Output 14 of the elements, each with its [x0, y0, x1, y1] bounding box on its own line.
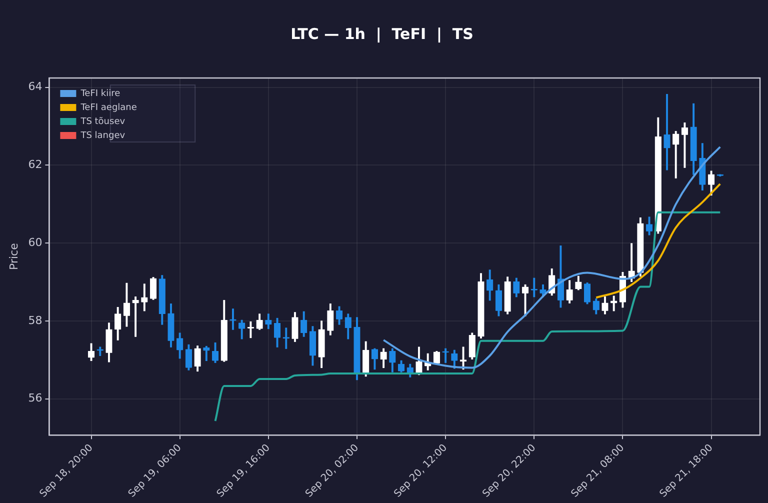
y-tick-label: 60: [28, 236, 42, 249]
candlestick: [132, 296, 139, 337]
legend-label: TS tõusev: [80, 116, 126, 127]
y-axis-title: Price: [7, 242, 20, 270]
y-tick-label: 64: [28, 80, 42, 94]
candlestick: [442, 348, 449, 363]
y-tick-label: 62: [28, 158, 42, 172]
y-tick-label: 56: [28, 392, 42, 405]
legend-label: TeFI kiire: [80, 88, 121, 99]
chart-title: LTC — 1h | TeFI | TS: [290, 24, 474, 43]
legend-label: TS langev: [80, 130, 126, 141]
y-tick-label: 58: [28, 314, 42, 327]
legend-label: TeFI aeglane: [80, 102, 138, 113]
candlestick: [282, 328, 290, 349]
